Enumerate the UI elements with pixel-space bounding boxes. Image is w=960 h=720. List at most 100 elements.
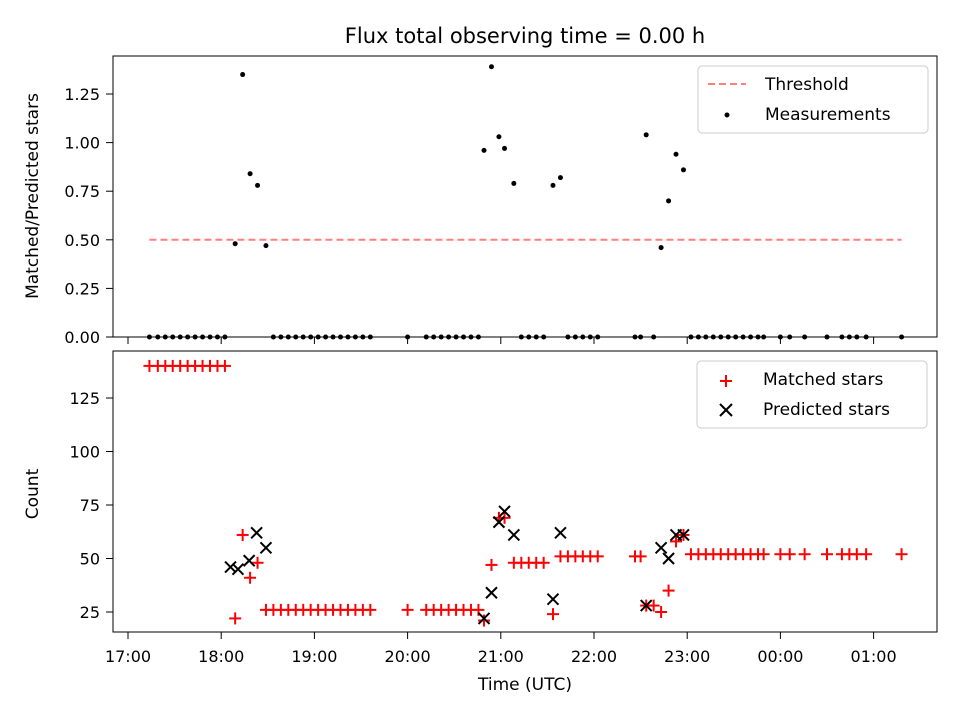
measurement-point — [240, 72, 246, 78]
top-y-tick-label: 0.25 — [64, 279, 100, 298]
predicted-star-point — [224, 560, 237, 574]
predicted-star-point — [654, 541, 668, 555]
top-y-tick-label: 0.75 — [64, 182, 100, 201]
matched-star-point — [537, 556, 550, 569]
matched-star-point — [860, 548, 873, 561]
matched-star-point — [244, 571, 257, 584]
matched-star-point — [821, 548, 833, 561]
measurement-point — [255, 182, 261, 188]
bottom-x-tick-label: 21:00 — [478, 647, 524, 666]
matched-star-point — [546, 608, 559, 621]
matched-star-point — [662, 584, 675, 597]
top-x-ticks — [127, 337, 875, 344]
predicted-star-point — [231, 562, 245, 576]
top-y-tick-label: 1.00 — [64, 134, 100, 153]
matched-star-point — [895, 548, 908, 561]
matched-star-point — [478, 614, 491, 627]
matched-star-point — [236, 528, 249, 541]
predicted-star-point — [485, 586, 498, 599]
predicted-star-point — [498, 505, 511, 518]
matched-star-point — [251, 556, 264, 569]
legend-measurements-label: Measurements — [765, 105, 891, 125]
predicted-star-point — [477, 612, 491, 625]
bottom-legend: Matched stars Predicted stars — [696, 360, 928, 429]
measurement-point — [557, 175, 563, 181]
top-y-tick-label: 0.50 — [64, 231, 100, 250]
top-y-ticks: 0.00 0.25 0.50 0.75 1.00 1.25 — [64, 85, 113, 347]
predicted-star-point — [662, 552, 675, 565]
legend-threshold-label: Threshold — [764, 75, 849, 95]
top-y-tick-label: 1.25 — [64, 85, 100, 104]
matched-star-point — [229, 612, 242, 625]
top-axes-frame — [112, 55, 938, 338]
measurement-point — [247, 171, 253, 177]
measurement-point — [502, 145, 508, 151]
bottom-legend-box — [696, 360, 928, 429]
predicted-star-point — [677, 528, 690, 542]
bottom-x-ticks: 17:00 18:00 19:00 20:00 21:00 22:00 23:00 00:00… — [105, 632, 897, 666]
matched-star-point — [364, 603, 377, 616]
bottom-y-tick-label: 75 — [80, 496, 100, 515]
bottom-plot-area — [143, 359, 908, 627]
bottom-y-tick-label: 50 — [80, 550, 100, 569]
bottom-x-tick-label: 20:00 — [385, 647, 431, 666]
legend-predicted-label: Predicted stars — [763, 400, 890, 420]
measurement-point — [263, 243, 269, 249]
measurement-point — [511, 180, 517, 186]
matched-star-point — [798, 548, 811, 561]
measurement-point — [666, 198, 672, 204]
matched-star-point — [634, 550, 647, 563]
bottom-y-axis-label: Count — [23, 468, 43, 519]
top-y-axis-label: Matched/Predicted stars — [23, 93, 43, 299]
bottom-x-tick-label: 17:00 — [105, 647, 151, 666]
bottom-panel: Count Time (UTC) 25 50 75 100 125 17:00 18:00… — [23, 350, 938, 695]
bottom-y-tick-label: 100 — [69, 443, 100, 462]
chart-title: Flux total observing time = 0.00 h — [345, 24, 705, 48]
matched-star-point — [401, 603, 414, 616]
bottom-y-tick-label: 125 — [69, 389, 100, 408]
predicted-star-point — [259, 541, 273, 555]
bottom-x-tick-label: 22:00 — [571, 647, 617, 666]
matched-star-point — [757, 548, 770, 561]
predicted-star-point — [492, 515, 506, 529]
bottom-y-tick-label: 25 — [80, 603, 100, 622]
top-legend-box — [697, 65, 929, 134]
measurement-point — [658, 245, 664, 251]
bottom-x-tick-label: 00:00 — [757, 647, 803, 666]
bottom-x-tick-label: 19:00 — [291, 647, 337, 666]
top-panel: Flux total observing time = 0.00 h Match… — [23, 24, 938, 347]
predicted-star-point — [554, 526, 567, 540]
predicted-star-point — [546, 592, 560, 606]
bottom-x-tick-label: 23:00 — [664, 647, 710, 666]
measurement-point — [643, 132, 649, 138]
x-axis-label: Time (UTC) — [477, 675, 572, 695]
legend-matched-swatch — [720, 375, 732, 387]
legend-matched-label: Matched stars — [763, 370, 883, 390]
predicted-star-point — [250, 526, 263, 540]
measurement-point — [481, 147, 487, 153]
predicted-star-point — [507, 528, 521, 542]
measurement-point — [232, 241, 238, 247]
bottom-y-ticks: 25 50 75 100 125 — [69, 389, 113, 622]
bottom-x-tick-label: 01:00 — [851, 647, 897, 666]
top-y-tick-label: 0.00 — [64, 328, 100, 347]
matched-star-point — [218, 359, 231, 372]
measurement-point — [488, 64, 494, 70]
measurement-point — [673, 151, 679, 157]
matched-star-point — [670, 535, 683, 548]
matched-star-point — [647, 599, 660, 612]
measurement-point — [496, 134, 502, 140]
top-legend: Threshold Measurements — [697, 65, 929, 134]
matched-star-point — [783, 548, 796, 561]
matched-star-point — [591, 550, 604, 563]
bottom-x-tick-label: 18:00 — [198, 647, 244, 666]
matched-star-point — [655, 606, 668, 618]
legend-measurements-swatch — [724, 112, 730, 118]
measurement-point — [680, 167, 686, 173]
measurement-point — [550, 182, 556, 188]
predicted-star-point — [242, 554, 256, 567]
bottom-axes-frame — [112, 350, 938, 633]
matched-star-point — [485, 558, 498, 571]
predicted-star-point — [639, 599, 653, 612]
